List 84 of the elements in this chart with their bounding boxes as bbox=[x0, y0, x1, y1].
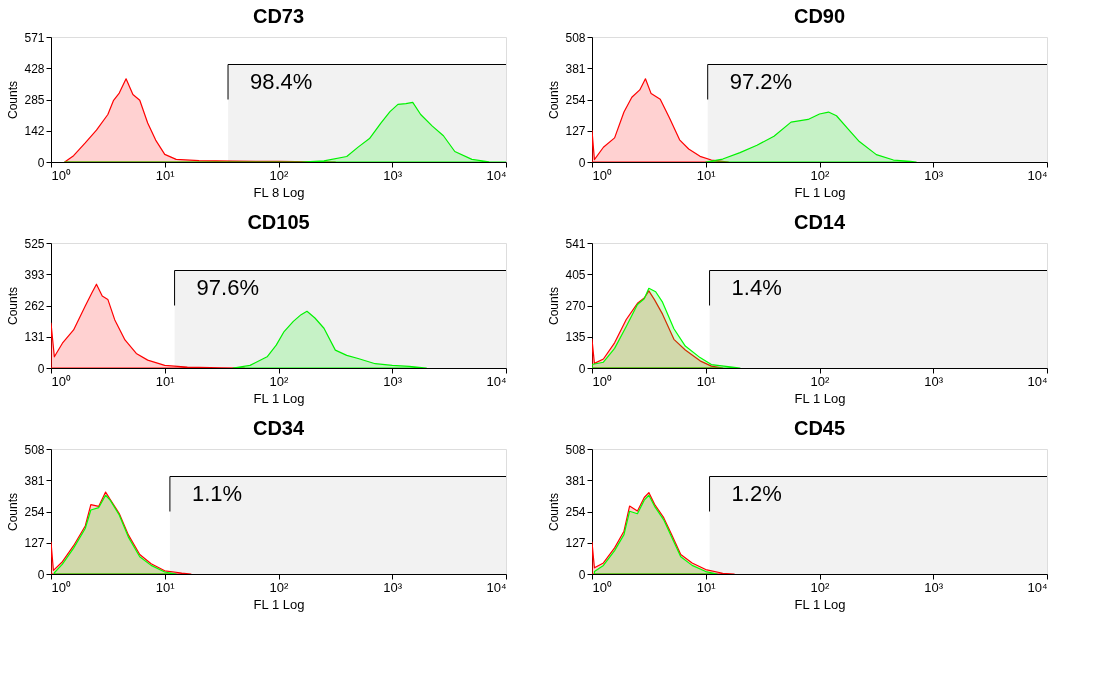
x-tick-label: 10³ bbox=[383, 167, 403, 183]
x-tick-label: 10⁴ bbox=[486, 167, 507, 183]
x-tick-label: 10² bbox=[269, 373, 290, 389]
y-tick-label: 541 bbox=[565, 236, 586, 251]
y-tick-label: 525 bbox=[24, 236, 45, 251]
x-tick-label: 10³ bbox=[924, 373, 944, 389]
chart-title: CD105 bbox=[247, 211, 310, 233]
y-tick-label: 508 bbox=[565, 30, 586, 45]
y-tick-label: 270 bbox=[565, 299, 586, 314]
y-tick-label: 0 bbox=[37, 361, 45, 376]
y-axis-title: Counts bbox=[547, 80, 562, 120]
y-tick-label: 285 bbox=[24, 93, 45, 108]
y-tick-label: 142 bbox=[24, 124, 45, 139]
x-tick-label: 10⁴ bbox=[486, 373, 507, 389]
band-label: 1.2% bbox=[731, 481, 782, 506]
y-tick-label: 428 bbox=[24, 61, 45, 76]
y-tick-label: 127 bbox=[24, 536, 45, 551]
chart-title: CD90 bbox=[793, 5, 846, 27]
y-tick-label: 381 bbox=[565, 473, 586, 488]
x-tick-label: 10² bbox=[810, 579, 831, 595]
band-label: 1.1% bbox=[191, 481, 243, 506]
y-axis-title: Counts bbox=[6, 492, 21, 532]
y-tick-label: 135 bbox=[565, 330, 586, 345]
x-axis-title: FL 1 Log bbox=[794, 390, 846, 406]
y-tick-label: 571 bbox=[24, 30, 45, 45]
y-tick-label: 393 bbox=[24, 267, 45, 282]
band-label: 97.2% bbox=[729, 69, 793, 94]
y-tick-label: 254 bbox=[565, 93, 586, 107]
x-tick-label: 10⁰ bbox=[592, 579, 612, 595]
chart-title: CD73 bbox=[252, 5, 305, 27]
band-label: 98.4% bbox=[250, 69, 313, 94]
x-tick-label: 10⁰ bbox=[51, 579, 71, 595]
x-tick-label: 10³ bbox=[383, 579, 403, 595]
x-axis-title: FL 1 Log bbox=[253, 390, 305, 406]
chart-title: CD14 bbox=[793, 211, 846, 233]
y-tick-label: 0 bbox=[578, 361, 586, 376]
x-axis-title: FL 1 Log bbox=[794, 184, 846, 200]
y-tick-label: 0 bbox=[578, 155, 586, 170]
x-tick-label: 10² bbox=[810, 373, 831, 389]
y-tick-label: 254 bbox=[565, 505, 586, 519]
y-tick-label: 0 bbox=[578, 567, 586, 582]
x-tick-label: 10³ bbox=[924, 167, 944, 183]
y-tick-label: 0 bbox=[37, 567, 45, 582]
x-tick-label: 10¹ bbox=[696, 373, 717, 389]
y-tick-label: 262 bbox=[24, 299, 45, 314]
y-axis-title: Counts bbox=[547, 492, 562, 532]
x-tick-label: 10⁰ bbox=[592, 167, 612, 183]
chart-title: CD45 bbox=[793, 417, 846, 439]
x-tick-label: 10⁴ bbox=[1027, 373, 1048, 389]
band-label: 97.6% bbox=[196, 275, 259, 300]
y-tick-label: 405 bbox=[565, 267, 586, 282]
x-tick-label: 10⁴ bbox=[486, 579, 507, 595]
x-tick-label: 10⁴ bbox=[1027, 579, 1048, 595]
y-tick-label: 127 bbox=[565, 124, 586, 139]
x-tick-label: 10¹ bbox=[155, 579, 176, 595]
y-tick-label: 381 bbox=[565, 61, 586, 76]
x-tick-label: 10¹ bbox=[696, 167, 717, 183]
x-tick-label: 10² bbox=[810, 167, 831, 183]
y-tick-label: 131 bbox=[24, 330, 45, 345]
band-label: 1.4% bbox=[731, 275, 782, 300]
y-tick-label: 508 bbox=[24, 442, 45, 457]
y-axis-title: Counts bbox=[6, 286, 21, 326]
y-tick-label: 127 bbox=[565, 536, 586, 551]
y-axis-title: Counts bbox=[6, 80, 21, 120]
x-axis-title: FL 1 Log bbox=[253, 596, 305, 612]
y-tick-label: 0 bbox=[37, 155, 45, 170]
x-tick-label: 10¹ bbox=[696, 579, 717, 595]
x-tick-label: 10⁴ bbox=[1027, 167, 1048, 183]
x-tick-label: 10⁰ bbox=[51, 167, 71, 183]
y-tick-label: 381 bbox=[24, 473, 45, 488]
y-tick-label: 508 bbox=[565, 442, 586, 457]
x-tick-label: 10⁰ bbox=[51, 373, 71, 389]
x-tick-label: 10³ bbox=[924, 579, 944, 595]
y-axis-title: Counts bbox=[547, 286, 562, 326]
x-tick-label: 10¹ bbox=[155, 373, 176, 389]
y-tick-label: 254 bbox=[24, 505, 45, 519]
x-tick-label: 10³ bbox=[383, 373, 403, 389]
x-axis-title: FL 8 Log bbox=[253, 184, 305, 200]
x-tick-label: 10¹ bbox=[155, 167, 176, 183]
x-tick-label: 10² bbox=[269, 167, 290, 183]
x-tick-label: 10⁰ bbox=[592, 373, 612, 389]
chart-title: CD34 bbox=[252, 417, 305, 439]
x-tick-label: 10² bbox=[269, 579, 290, 595]
x-axis-title: FL 1 Log bbox=[794, 596, 846, 612]
